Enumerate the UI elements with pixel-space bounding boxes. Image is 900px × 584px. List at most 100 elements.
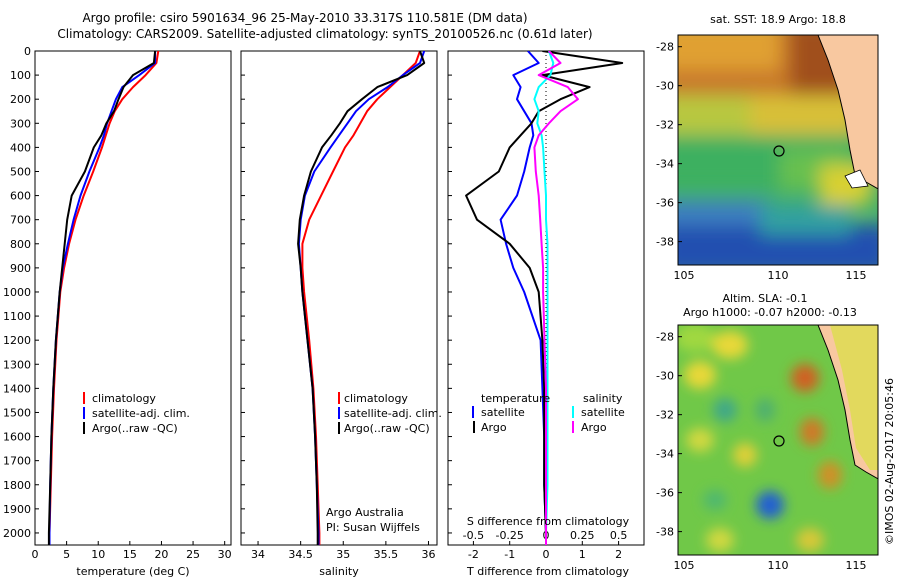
depth-tick-label: 100 (10, 69, 31, 82)
map-x-tick-label: 105 (674, 559, 695, 572)
difference-y-ticks (448, 50, 452, 534)
map-y-tick-label: -38 (656, 526, 674, 539)
depth-tick-label: 900 (10, 262, 31, 275)
depth-tick-label: 1200 (3, 334, 31, 347)
depth-tick-label: 1000 (3, 286, 31, 299)
map-x-tick-label: 105 (674, 269, 695, 282)
map-y-tick-label: -32 (656, 119, 674, 132)
temperature-series (47, 51, 160, 545)
difference-s-tick-label: 0.5 (610, 529, 628, 542)
sst-map-title: sat. SST: 18.9 Argo: 18.8 (710, 13, 846, 26)
salinity-x-axis: 34 34.5 35 35.5 36 (251, 541, 435, 561)
temperature-x-tick-label: 20 (154, 548, 168, 561)
legend-title-salinity: salinity (583, 392, 623, 405)
temperature-x-tick-label: 15 (123, 548, 137, 561)
difference-x-axis: -2 -1 0 1 2-0.5 -0.25 0 0.25 0.5 (463, 529, 628, 561)
depth-tick-label: 1500 (3, 406, 31, 419)
temperature-x-tick-label: 25 (186, 548, 200, 561)
depth-tick-label: 0 (24, 45, 31, 58)
sst-map-field (678, 35, 878, 265)
depth-tick-label: 1900 (3, 503, 31, 516)
temperature-x-tick-label: 10 (91, 548, 105, 561)
map-x-tick-label: 110 (768, 559, 789, 572)
difference-t-tick-label: -1 (504, 548, 515, 561)
sla-map-field (678, 325, 878, 555)
map-y-tick-label: -36 (656, 487, 674, 500)
legend-title-temperature: temperature (481, 392, 550, 405)
salinity-x-tick-label: 34.5 (288, 548, 313, 561)
difference-legend: temperature salinity satellite Argo sate… (472, 392, 625, 434)
temperature-xlabel: temperature (deg C) (76, 565, 189, 578)
series-line-argo-raw-qc- (47, 51, 157, 545)
difference-t-tick-label: 0 (543, 548, 550, 561)
legend-label-temperature-satellite: satellite (481, 406, 525, 419)
argo-location-marker (773, 435, 785, 447)
salinity-note-institution: Argo Australia (326, 506, 404, 519)
map-y-tick-label: -32 (656, 409, 674, 422)
sla-map-frame (677, 324, 879, 556)
map-y-tick-label: -38 (656, 236, 674, 249)
legend-label-argo: Argo(..raw -QC) (344, 422, 430, 435)
map-y-tick-label: -30 (656, 80, 674, 93)
map-x-tick-label: 110 (768, 269, 789, 282)
legend-label-satellite: satellite-adj. clim. (344, 407, 442, 420)
temperature-x-tick-label: 5 (63, 548, 70, 561)
difference-t-tick-label: -2 (468, 548, 479, 561)
salinity-x-tick-label: 36 (421, 548, 435, 561)
sst-map: sat. SST: 18.9 Argo: 18.8 105 110 115 -28 -3… (656, 13, 879, 282)
salinity-note-pi: PI: Susan Wijffels (326, 521, 420, 534)
difference-t-tick-label: 2 (615, 548, 622, 561)
depth-tick-label: 600 (10, 190, 31, 203)
map-x-tick-label: 115 (846, 559, 867, 572)
series-line-salinity-argo (533, 51, 579, 545)
salinity-series (297, 51, 426, 545)
credit-stamp: ©IMOS 02-Aug-2017 20:05:46 (883, 378, 896, 545)
difference-panel: -2 -1 0 1 2-0.5 -0.25 0 0.25 0.5 S difference fr… (447, 50, 645, 578)
legend-label-satellite: satellite-adj. clim. (92, 407, 190, 420)
depth-tick-label: 400 (10, 141, 31, 154)
difference-series (465, 51, 624, 545)
legend-label-argo: Argo(..raw -QC) (92, 422, 178, 435)
depth-tick-label: 1700 (3, 455, 31, 468)
legend-label-temperature-argo: Argo (481, 421, 507, 434)
temperature-x-tick-label: 0 (32, 548, 39, 561)
map-y-tick-label: -34 (656, 158, 674, 171)
depth-axis: 0 100 200 300 400 500 600 700 800 900 1000 1100 1200… (3, 45, 39, 540)
map-y-tick-label: -30 (656, 370, 674, 383)
map-y-tick-label: -28 (656, 331, 674, 344)
salinity-x-tick-label: 35.5 (374, 548, 399, 561)
argo-location-marker (773, 145, 785, 157)
series-line-salinity-satellite (533, 51, 555, 545)
salinity-xlabel: salinity (319, 565, 359, 578)
difference-s-label: S difference from climatology (467, 515, 630, 528)
temperature-axes-box (34, 50, 232, 546)
map-x-tick-label: 115 (846, 269, 867, 282)
depth-tick-label: 1400 (3, 382, 31, 395)
salinity-panel: 34 34.5 35 35.5 36 salinity climatology sate… (240, 50, 442, 578)
legend-label-salinity-argo: Argo (581, 421, 607, 434)
depth-tick-label: 1100 (3, 310, 31, 323)
map-y-tick-label: -28 (656, 41, 674, 54)
difference-s-tick-label: -0.25 (495, 529, 523, 542)
temperature-x-axis: 0 5 10 15 20 25 30 (32, 541, 232, 561)
salinity-y-ticks (241, 50, 245, 534)
difference-s-tick-label: 0.25 (570, 529, 595, 542)
series-line-temperature-argo (465, 51, 624, 545)
difference-t-tick-label: 1 (579, 548, 586, 561)
depth-tick-label: 200 (10, 93, 31, 106)
depth-tick-label: 700 (10, 214, 31, 227)
map-y-tick-label: -34 (656, 448, 674, 461)
salinity-x-tick-label: 35 (336, 548, 350, 561)
sla-map: Altim. SLA: -0.1 Argo h1000: -0.07 h2000… (656, 292, 879, 572)
figure-title-line2: Climatology: CARS2009. Satellite-adjuste… (57, 27, 592, 41)
depth-tick-label: 1600 (3, 431, 31, 444)
temperature-x-tick-label: 30 (218, 548, 232, 561)
sla-map-title-line1: Altim. SLA: -0.1 (722, 292, 807, 305)
salinity-axes-box (240, 50, 438, 546)
sst-map-frame (677, 34, 879, 266)
salinity-x-tick-label: 34 (251, 548, 265, 561)
sla-map-axes: 105 110 115 -28 -30 -32 -34 -36 -38 (656, 331, 866, 572)
difference-t-label: T difference from climatology (466, 565, 629, 578)
sla-map-title-line2: Argo h1000: -0.07 h2000: -0.13 (683, 306, 857, 319)
